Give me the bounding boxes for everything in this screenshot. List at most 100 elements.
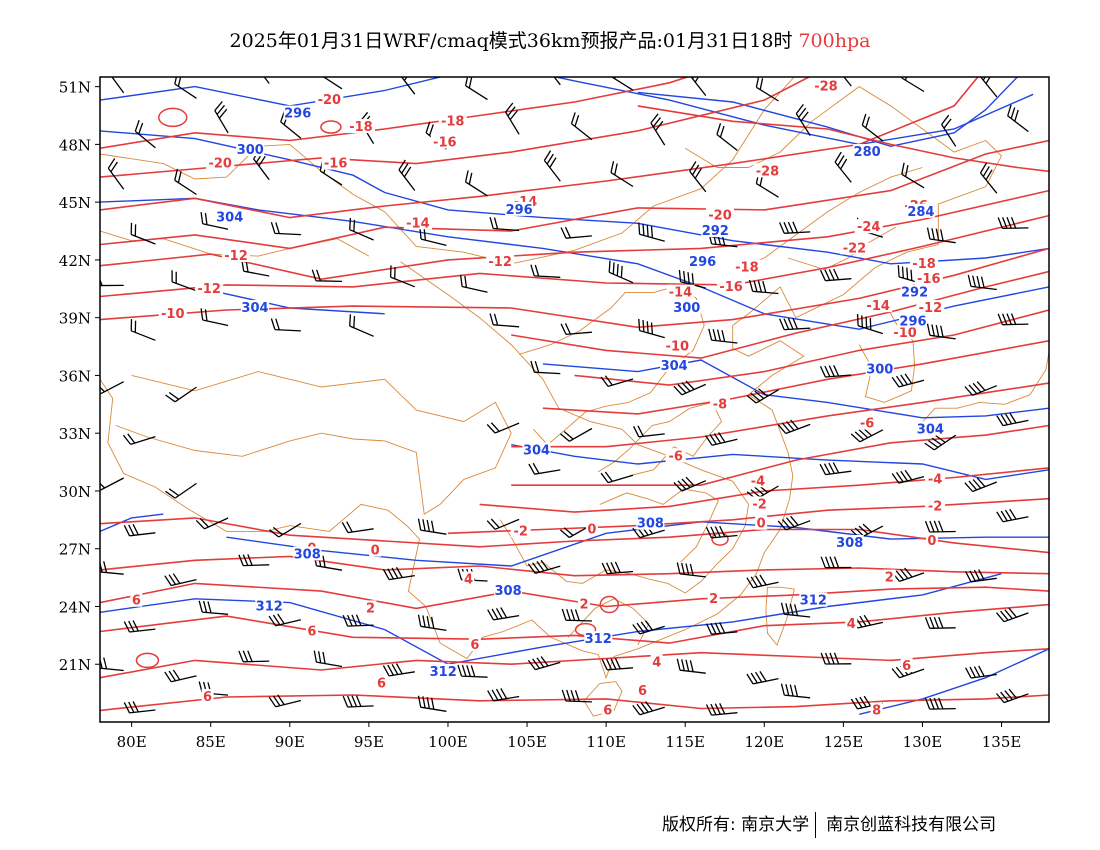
height-label: 300 — [673, 301, 700, 316]
temperature-label-bg — [375, 675, 388, 690]
temperature-label-bg — [195, 280, 224, 295]
wind-barb — [924, 697, 956, 710]
height-label: 312 — [585, 632, 612, 647]
wind-barb — [708, 232, 738, 248]
wind-barb — [777, 515, 811, 531]
lon-tick-label: 110E — [586, 733, 626, 751]
lat-tick-label: 24N — [59, 598, 91, 616]
lat-tick-label: 45N — [59, 194, 91, 212]
wind-barb — [924, 520, 956, 533]
wind-barb — [780, 602, 811, 618]
wind-barb — [967, 274, 997, 291]
wind-barb — [270, 222, 301, 236]
wind-barb — [398, 159, 416, 191]
height-label-bg — [672, 300, 701, 315]
temperature-label-bg — [601, 702, 614, 717]
temperature-label: 6 — [307, 625, 316, 640]
wind-barb — [673, 380, 707, 396]
temperature-closed-contour — [599, 595, 620, 614]
wind-barb — [819, 268, 852, 282]
wind-barb — [382, 566, 415, 581]
wind-barb — [459, 274, 488, 293]
lon-tick-label: 85E — [196, 733, 226, 751]
wind-barb — [560, 226, 592, 239]
wind-barb — [632, 701, 665, 716]
wind-barb — [901, 77, 925, 93]
height-contour — [100, 197, 1049, 330]
border-line — [100, 77, 795, 265]
temperature-label: -12 — [197, 282, 221, 297]
wind-barb — [341, 521, 374, 534]
temperature-closed-contour — [320, 120, 342, 134]
temperature-label-bg — [925, 533, 938, 548]
temperature-contour — [100, 77, 979, 219]
temperature-label: -12 — [224, 249, 248, 264]
height-label: 300 — [237, 143, 264, 158]
temperature-label: -16 — [324, 157, 348, 172]
height-label-bg — [701, 223, 730, 238]
temperature-label: -18 — [912, 257, 936, 272]
temperature-label-bg — [305, 623, 318, 638]
temperature-contour — [479, 467, 1049, 513]
height-label: 308 — [494, 584, 521, 599]
wind-barb — [111, 77, 125, 94]
wind-barb — [690, 77, 707, 97]
wind-barb — [527, 559, 561, 575]
wind-barb — [238, 554, 270, 567]
temperature-contour — [511, 270, 1049, 359]
wind-barb — [530, 264, 561, 278]
height-label-bg — [898, 313, 927, 328]
border-line — [787, 226, 896, 270]
temperature-label: -8 — [713, 397, 727, 412]
temperature-label-bg — [430, 134, 459, 149]
wind-barb — [560, 323, 592, 336]
wind-barb — [417, 518, 447, 535]
temperature-label: -14 — [669, 286, 693, 301]
border-line — [732, 167, 923, 270]
temperature-label-bg — [663, 338, 692, 353]
wind-barb — [464, 170, 488, 197]
company-name: 南京创蓝科技有限公司 — [826, 815, 997, 835]
height-label: 284 — [907, 205, 934, 220]
wind-barb — [263, 77, 270, 84]
wind-barb — [487, 688, 520, 702]
temperature-label: -28 — [756, 164, 780, 179]
wind-barb — [1007, 104, 1029, 133]
wind-barb — [382, 663, 415, 677]
wind-barb — [400, 77, 416, 95]
height-label-bg — [505, 201, 534, 216]
wind-barb — [997, 313, 1029, 326]
height-label-bg — [293, 546, 322, 561]
wind-barb — [489, 217, 520, 232]
copyright-footer: 版权所有: 南京大学 南京创蓝科技有限公司 — [662, 810, 996, 838]
wind-barb — [311, 269, 343, 283]
height-label: 296 — [899, 315, 926, 330]
wind-barb — [779, 221, 811, 234]
axis-ticks: 51N 48N 45N 42N 39N 36N 33N 30N 27N 24N 21N 80E 85E 9… — [59, 79, 1022, 751]
temperature-contour — [100, 214, 1049, 298]
wind-barb — [897, 265, 925, 285]
wind-barb — [486, 422, 520, 434]
wind-barb — [689, 161, 707, 193]
wind-barb — [632, 620, 665, 635]
lon-tick-label: 130E — [903, 733, 943, 751]
temperature-label: -10 — [666, 340, 690, 355]
wind-barb — [174, 77, 197, 99]
temperature-label-bg — [717, 278, 746, 293]
temperature-label-bg — [321, 155, 350, 170]
temperature-label-bg — [749, 496, 770, 511]
height-label: 304 — [523, 444, 550, 459]
wind-barb — [107, 158, 125, 190]
wind-barb — [561, 608, 592, 622]
border-line — [115, 371, 512, 515]
wind-barb — [349, 217, 374, 241]
wind-barb — [610, 161, 634, 188]
wind-barb — [673, 476, 707, 492]
border-line — [918, 352, 1049, 426]
height-contour — [100, 513, 164, 533]
lon-tick-label: 100E — [428, 733, 468, 751]
height-label-bg — [494, 583, 523, 598]
lat-tick-label: 48N — [59, 136, 91, 154]
temperature-label: -18 — [349, 120, 373, 135]
